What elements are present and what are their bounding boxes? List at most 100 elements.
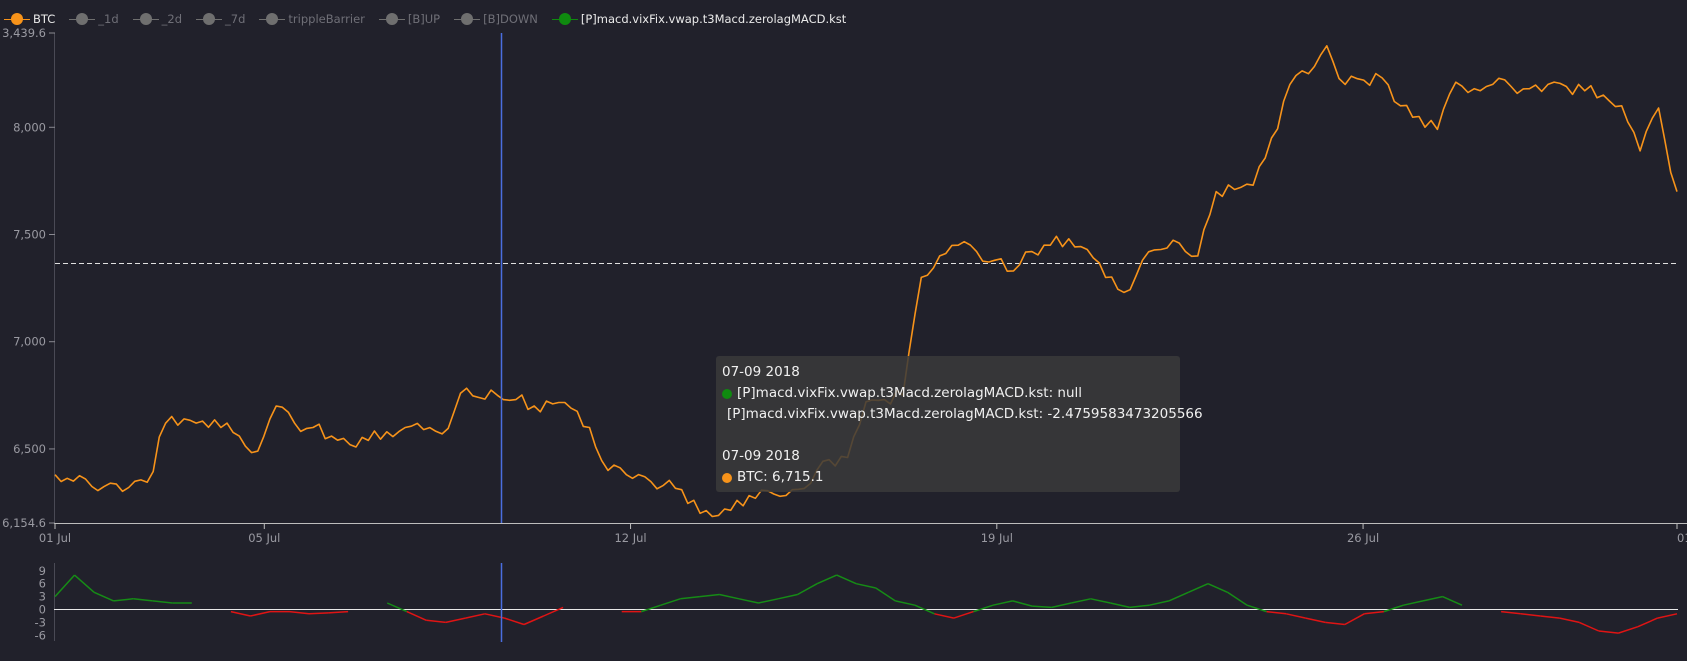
x-tick-label: 26 Jul — [1347, 531, 1379, 545]
indicator-segment — [1501, 610, 1521, 615]
indicator-segment — [1578, 621, 1600, 632]
sub-y-tick-label: 6 — [39, 577, 46, 591]
legend-label: _7d — [225, 12, 246, 26]
indicator-segment — [308, 612, 329, 615]
y-tick-label: 7,000 — [13, 335, 46, 349]
legend-marker-icon — [4, 12, 30, 26]
indicator-segment — [74, 574, 95, 593]
indicator-segment — [836, 574, 857, 585]
sub-y-tick-label: 3 — [39, 590, 46, 604]
indicator-segment — [1246, 604, 1267, 613]
indicator-segment — [680, 595, 700, 600]
indicator-segment — [1129, 604, 1150, 609]
indicator-segment — [738, 598, 759, 604]
indicator-segment — [1657, 613, 1678, 619]
indicator-segment — [93, 591, 114, 602]
y-tick-label: 6,500 — [13, 442, 46, 456]
legend-item[interactable]: [P]macd.vixFix.vwap.t3Macd.zerolagMACD.k… — [551, 12, 847, 26]
indicator-segment — [113, 598, 134, 602]
green-dot-icon — [722, 388, 732, 399]
indicator-segment — [660, 598, 681, 606]
indicator-segment — [230, 610, 251, 617]
indicator-segment — [1149, 600, 1170, 606]
indicator-segment — [1442, 595, 1463, 606]
indicator-segment — [1188, 583, 1209, 593]
indicator-segment — [1286, 613, 1306, 619]
x-tick-label: 01 Au — [1677, 531, 1687, 545]
indicator-segment — [543, 606, 564, 617]
tooltip-item-3: BTC: 6,715.1 — [737, 469, 824, 485]
legend-label: [B]DOWN — [483, 12, 538, 26]
indicator-segment — [1090, 598, 1111, 604]
indicator-segment — [445, 617, 466, 624]
indicator-segment — [953, 610, 974, 619]
indicator-segment — [1266, 610, 1287, 615]
indicator-segment — [386, 602, 408, 613]
indicator-segment — [1364, 610, 1384, 615]
indicator-segment — [1540, 615, 1560, 619]
indicator-segment — [1618, 625, 1639, 634]
legend-item[interactable]: _2d — [132, 12, 183, 26]
indicator-segment — [895, 600, 916, 606]
x-tick-label: 12 Jul — [614, 531, 646, 545]
indicator-segment — [777, 593, 798, 600]
indicator-segment — [328, 610, 349, 614]
x-tick-label: 19 Jul — [981, 531, 1013, 545]
indicator-segment — [1344, 613, 1365, 626]
indicator-lines — [54, 574, 1678, 634]
tooltip-item-1: [P]macd.vixFix.vwap.t3Macd.zerolagMACD.k… — [737, 385, 1083, 401]
indicator-segment — [914, 604, 935, 615]
legend-marker-icon — [69, 12, 96, 26]
sub-y-tick-label: 0 — [39, 603, 46, 617]
indicator-segment — [1168, 591, 1189, 602]
indicator-segment — [465, 613, 486, 619]
indicator-segment — [1422, 595, 1443, 602]
legend-item[interactable]: _1d — [69, 12, 119, 26]
legend-item[interactable]: [B]UP — [378, 12, 441, 26]
indicator-segment — [1071, 598, 1091, 604]
indicator-segment — [992, 600, 1013, 606]
legend-marker-icon — [378, 12, 405, 26]
indicator-segment — [289, 610, 310, 615]
indicator-segment — [1012, 600, 1033, 607]
legend-item[interactable]: _7d — [196, 12, 245, 26]
indicator-segment — [797, 583, 818, 596]
indicator-segment — [152, 600, 173, 604]
indicator-segment — [699, 593, 720, 598]
indicator-segment — [1110, 602, 1130, 609]
legend-item[interactable]: BTC — [4, 12, 55, 26]
indicator-segment — [1325, 621, 1345, 626]
indicator-segment — [426, 619, 446, 624]
orange-dot-icon — [722, 472, 732, 483]
legend-marker-icon — [551, 12, 578, 26]
indicator-segment — [1598, 630, 1619, 634]
indicator-segment — [1051, 602, 1072, 609]
y-tick-label: 7,500 — [13, 227, 46, 241]
y-tick-label: 3,439.6 — [2, 26, 46, 40]
indicator-segment — [1403, 600, 1424, 606]
legend-label: [P]macd.vixFix.vwap.t3Macd.zerolagMACD.k… — [580, 12, 847, 26]
indicator-segment — [875, 587, 896, 602]
legend-marker-icon — [132, 12, 159, 26]
legend-label: [B]UP — [407, 12, 441, 26]
indicator-segment — [1207, 583, 1228, 593]
sub-y-tick-label: 9 — [39, 564, 46, 578]
legend-item[interactable]: trippleBarrier — [259, 12, 365, 26]
tooltip-date-2: 07-09 2018 — [722, 448, 800, 464]
indicator-segment — [1227, 591, 1248, 606]
indicator-segment — [719, 593, 740, 600]
indicator-segment — [504, 617, 525, 626]
indicator-segment — [641, 604, 662, 613]
x-tick-label: 05 Jul — [248, 531, 280, 545]
tooltip-item-2: [P]macd.vixFix.vwap.t3Macd.zerolagMACD.k… — [727, 406, 1203, 422]
legend-label: _2d — [161, 12, 183, 26]
indicator-segment — [973, 604, 994, 613]
indicator-segment — [1032, 605, 1052, 609]
legend-item[interactable]: [B]DOWN — [454, 12, 538, 26]
indicator-segment — [133, 598, 153, 602]
tooltip: 07-09 2018 [P]macd.vixFix.vwap.t3Macd.ze… — [716, 356, 1203, 492]
sub-y-tick-label: -6 — [35, 628, 46, 642]
legend: BTC _1d _2d _7d trippleBarrier [B]UP [B]DOWN [P… — [0, 9, 856, 29]
y-tick-label: 8,000 — [13, 120, 46, 134]
